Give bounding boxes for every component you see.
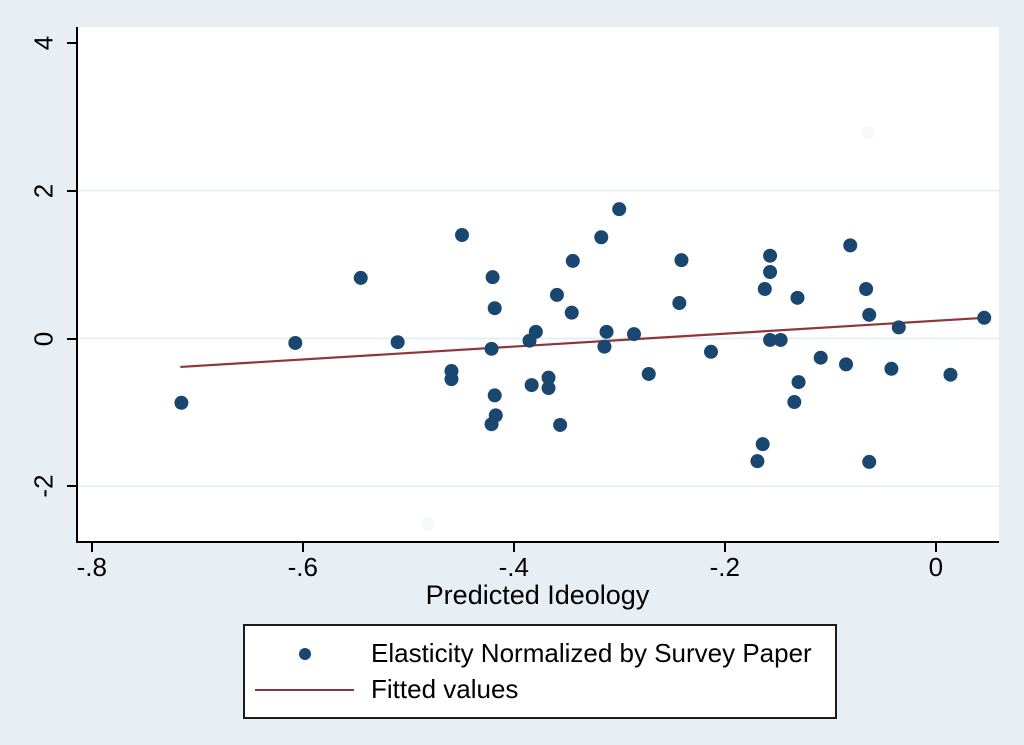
ghost-point	[421, 517, 436, 532]
scatter-point	[943, 367, 958, 382]
scatter-point	[672, 296, 687, 311]
scatter-point	[541, 381, 556, 396]
scatter-point	[553, 417, 568, 432]
scatter-point	[455, 228, 470, 243]
x-tick-mark	[90, 543, 93, 552]
scatter-point	[612, 202, 627, 217]
fitted-line-icon	[255, 688, 354, 691]
scatter-point	[565, 253, 580, 268]
scatter-point	[484, 341, 499, 356]
scatter-point	[790, 290, 805, 305]
x-tick-label: -.6	[287, 552, 318, 582]
scatter-point	[174, 395, 189, 410]
scatter-point	[839, 357, 854, 372]
scatter-point	[541, 370, 556, 385]
y-tick-mark	[67, 337, 76, 340]
y-tick-label: 4	[28, 35, 59, 51]
scatter-point	[757, 281, 772, 296]
scatter-point	[597, 339, 612, 354]
scatter-point	[485, 270, 500, 285]
scatter-point	[288, 335, 303, 350]
scatter-point	[353, 270, 368, 285]
scatter-point	[594, 230, 609, 245]
ghost-point	[861, 125, 876, 140]
scatter-point	[862, 454, 877, 469]
y-tick-label: 0	[28, 331, 59, 346]
scatter-point	[763, 332, 778, 347]
scatter-point	[891, 320, 906, 335]
scatter-point	[549, 287, 564, 302]
scatter-point	[750, 454, 765, 469]
x-axis-title: Predicted Ideology	[425, 580, 650, 610]
legend-symbol-cell	[255, 688, 354, 691]
scatter-point	[787, 395, 802, 410]
scatter-point	[703, 344, 718, 359]
x-tick-label: 0	[928, 552, 944, 582]
fitted-line	[180, 316, 985, 369]
scatter-point	[862, 307, 877, 322]
scatter-point	[813, 350, 828, 365]
y-tick-label: -2	[28, 474, 59, 498]
scatter-point	[859, 281, 874, 296]
scatter-point	[390, 335, 405, 350]
x-tick-mark	[934, 543, 937, 552]
legend-label-scatter: Elasticity Normalized by Survey Paper	[371, 638, 812, 668]
x-tick-mark	[512, 543, 515, 552]
scatter-point	[641, 366, 656, 381]
scatter-point	[444, 372, 459, 387]
scatter-point	[977, 310, 992, 325]
scatter-point	[763, 248, 778, 263]
y-tick-label: 2	[28, 183, 59, 198]
scatter-point	[755, 437, 770, 452]
scatter-point	[791, 375, 806, 390]
legend-label-line: Fitted values	[371, 674, 519, 704]
scatter-point	[763, 264, 778, 279]
plot-area	[76, 27, 999, 543]
scatter-point	[524, 378, 539, 393]
x-tick-label: -.2	[709, 552, 740, 582]
scatter-point	[484, 417, 499, 432]
scatter-point	[522, 333, 537, 348]
scatter-point	[599, 324, 614, 339]
scatter-point	[674, 253, 689, 268]
y-tick-mark	[67, 485, 76, 488]
legend-entry-line: Fitted values	[245, 672, 835, 708]
legend-entry-scatter: Elasticity Normalized by Survey Paper	[245, 636, 835, 672]
scatter-point	[843, 238, 858, 253]
x-tick-mark	[723, 543, 726, 552]
scatter-point	[626, 327, 641, 342]
scatter-point	[487, 388, 502, 403]
x-tick-mark	[301, 543, 304, 552]
legend-box: Elasticity Normalized by Survey Paper Fi…	[243, 624, 837, 719]
legend-symbol-cell	[255, 647, 354, 660]
scatter-marker-icon	[298, 647, 311, 660]
x-tick-label: -.4	[498, 552, 529, 582]
scatter-point	[773, 332, 788, 347]
y-tick-mark	[67, 189, 76, 192]
scatter-plot	[78, 125, 999, 532]
scatter-point	[564, 305, 579, 320]
scatter-point	[884, 361, 899, 376]
scatter-point	[487, 301, 502, 316]
x-tick-label: -.8	[76, 552, 107, 582]
y-tick-mark	[67, 41, 76, 44]
